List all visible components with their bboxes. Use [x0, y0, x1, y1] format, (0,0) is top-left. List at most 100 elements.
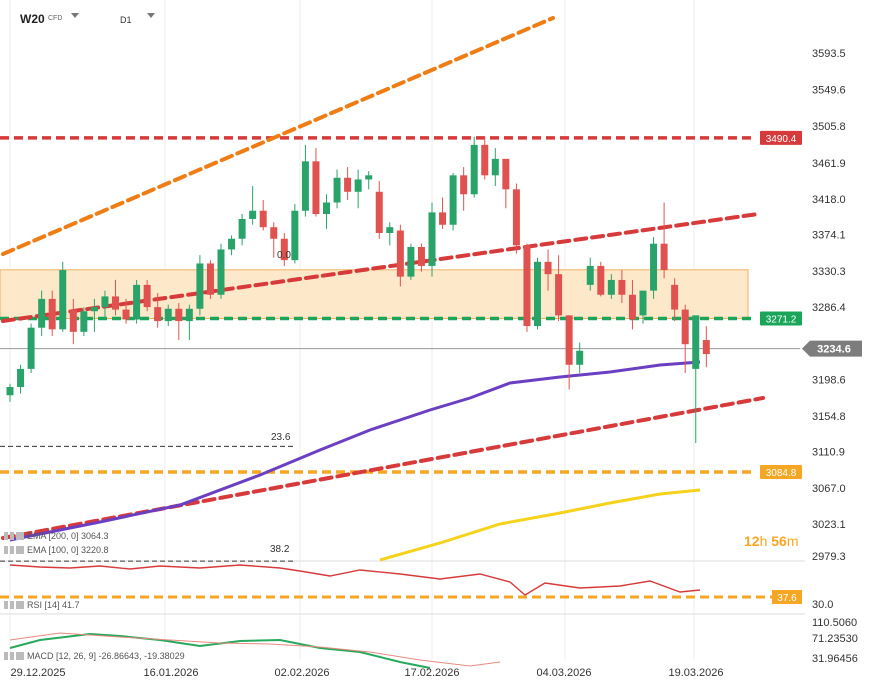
- candle[interactable]: [249, 186, 257, 225]
- candle[interactable]: [470, 136, 478, 198]
- candle[interactable]: [439, 197, 447, 229]
- candle[interactable]: [386, 222, 394, 246]
- candle[interactable]: [164, 304, 172, 327]
- candle-body: [80, 311, 88, 332]
- fib-level-label: 23.6: [271, 432, 291, 443]
- indicator-ema200[interactable]: EMA [200, 0] 3064.3: [4, 531, 109, 541]
- candle-body: [512, 189, 520, 246]
- candle-body: [270, 227, 278, 239]
- candle[interactable]: [196, 255, 204, 316]
- candle[interactable]: [27, 323, 35, 374]
- candle[interactable]: [460, 167, 468, 211]
- y-tick-label: 3461.9: [812, 158, 846, 170]
- candle[interactable]: [396, 224, 404, 287]
- candle[interactable]: [270, 222, 278, 258]
- candle[interactable]: [259, 200, 267, 231]
- x-tick-label: 29.12.2025: [10, 667, 65, 679]
- candle[interactable]: [417, 243, 425, 272]
- candle-body: [59, 270, 67, 330]
- candle[interactable]: [59, 261, 67, 332]
- candle[interactable]: [565, 315, 573, 390]
- candle[interactable]: [291, 204, 299, 264]
- candle[interactable]: [185, 304, 193, 341]
- candle[interactable]: [323, 194, 330, 229]
- candle[interactable]: [428, 202, 436, 277]
- candle[interactable]: [38, 290, 46, 336]
- candle[interactable]: [449, 172, 457, 231]
- candle[interactable]: [122, 298, 130, 324]
- indicator-settings-icon[interactable]: [4, 601, 24, 609]
- candle[interactable]: [175, 302, 183, 341]
- candle[interactable]: [660, 202, 668, 279]
- candle[interactable]: [586, 257, 594, 291]
- candle-body: [534, 261, 541, 327]
- symbol-name[interactable]: W20: [20, 12, 45, 26]
- candle[interactable]: [692, 315, 700, 444]
- candle[interactable]: [576, 342, 584, 374]
- candle[interactable]: [206, 260, 214, 299]
- candle-body: [671, 284, 679, 310]
- candle-body: [185, 308, 193, 322]
- candle[interactable]: [133, 279, 141, 324]
- candle[interactable]: [597, 261, 605, 297]
- candle[interactable]: [280, 232, 288, 266]
- y-tick-label: 3593.5: [812, 48, 846, 60]
- candle[interactable]: [333, 169, 341, 209]
- resistance-level-tag: [760, 130, 802, 145]
- candle[interactable]: [344, 167, 352, 201]
- timeframe-dropdown-icon[interactable]: [147, 13, 155, 18]
- candle[interactable]: [80, 307, 88, 336]
- candle[interactable]: [217, 243, 225, 299]
- symbol-dropdown-icon[interactable]: [71, 13, 79, 18]
- candle[interactable]: [650, 237, 658, 299]
- macd-tick-label: 31.96456: [812, 653, 858, 665]
- candle[interactable]: [681, 304, 689, 374]
- candle[interactable]: [354, 169, 362, 209]
- indicator-settings-icon[interactable]: [4, 532, 24, 540]
- orange-level-tag: [760, 465, 802, 480]
- candle[interactable]: [502, 158, 510, 209]
- candle[interactable]: [491, 148, 499, 187]
- candle[interactable]: [555, 255, 563, 322]
- candle[interactable]: [154, 293, 162, 328]
- indicator-settings-icon[interactable]: [4, 652, 24, 660]
- candle[interactable]: [69, 298, 77, 345]
- candle[interactable]: [6, 383, 14, 402]
- candle[interactable]: [639, 290, 647, 324]
- candle[interactable]: [523, 243, 531, 332]
- candle[interactable]: [671, 278, 679, 322]
- candle[interactable]: [407, 243, 415, 280]
- candle[interactable]: [375, 181, 383, 239]
- candle[interactable]: [702, 326, 710, 368]
- ema100-line: [9, 360, 701, 542]
- indicator-settings-icon[interactable]: [4, 546, 24, 554]
- candle[interactable]: [534, 257, 541, 330]
- timeframe[interactable]: D1: [120, 15, 132, 25]
- candle[interactable]: [112, 279, 119, 316]
- indicator-ema100[interactable]: EMA [100, 0] 3220.8: [4, 545, 109, 555]
- candle[interactable]: [312, 148, 320, 217]
- macd-line: [9, 632, 501, 667]
- indicator-macd[interactable]: MACD [12, 26, 9] -26.86643, -19.38029: [4, 651, 185, 661]
- candle[interactable]: [544, 249, 552, 291]
- candle-body: [702, 340, 710, 355]
- candle[interactable]: [143, 279, 151, 312]
- ema200-line: [379, 488, 701, 562]
- candle[interactable]: [618, 270, 626, 303]
- candle[interactable]: [301, 144, 309, 217]
- candle[interactable]: [365, 171, 373, 190]
- candle[interactable]: [512, 183, 520, 254]
- candle[interactable]: [607, 274, 615, 299]
- candle-body: [291, 210, 299, 261]
- candle[interactable]: [17, 364, 25, 394]
- candle[interactable]: [481, 136, 489, 180]
- indicator-rsi[interactable]: RSI [14] 41.7: [4, 600, 80, 610]
- candle[interactable]: [228, 235, 236, 256]
- candle[interactable]: [238, 214, 246, 246]
- candle[interactable]: [101, 290, 109, 320]
- candle[interactable]: [48, 290, 56, 336]
- candle[interactable]: [90, 298, 98, 332]
- candle-body: [133, 284, 141, 320]
- candle[interactable]: [628, 279, 636, 330]
